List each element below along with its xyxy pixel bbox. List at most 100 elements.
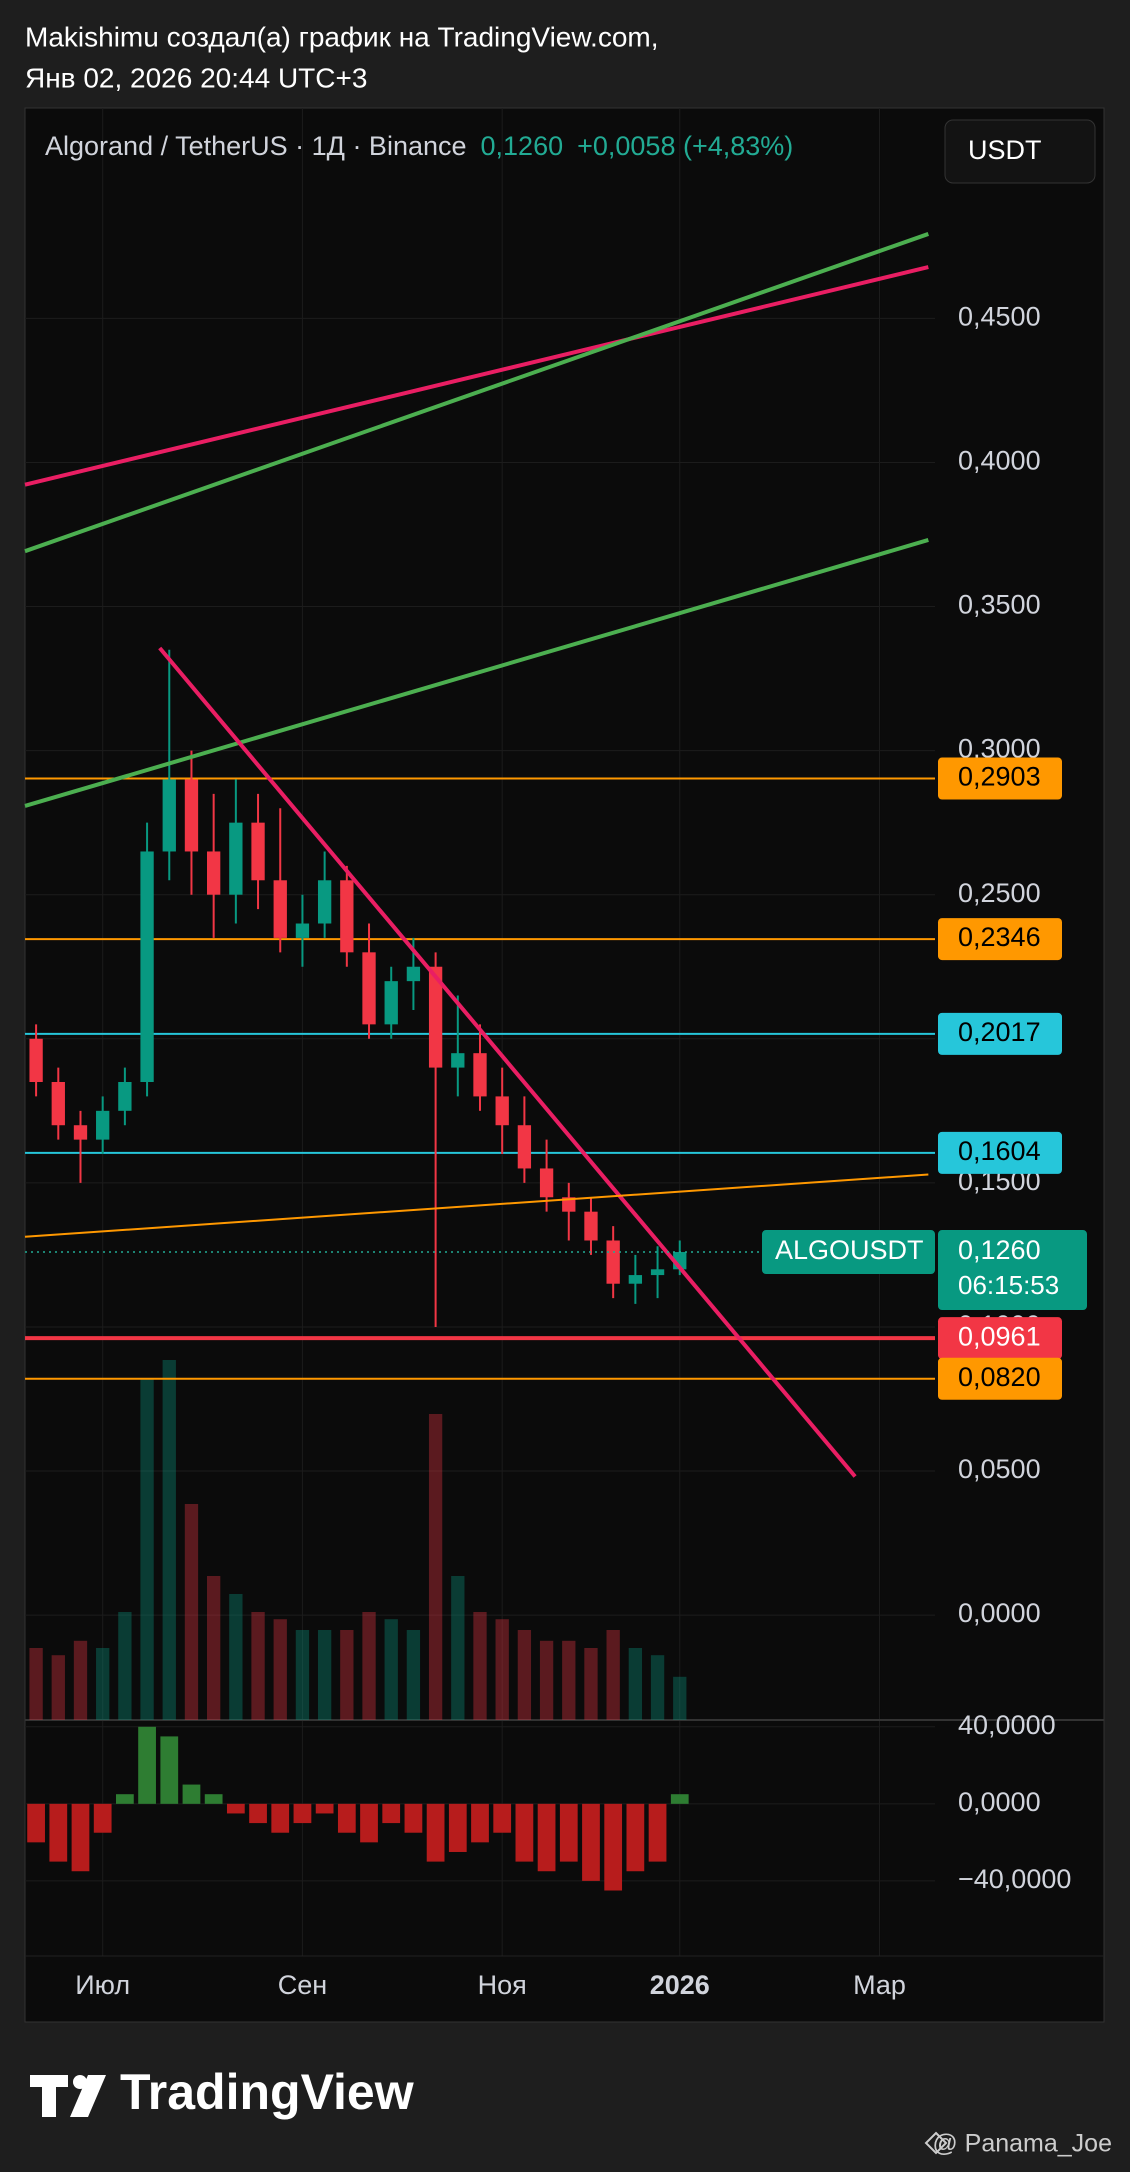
level-tag — [938, 918, 1062, 961]
oscillator-bar — [448, 1803, 467, 1852]
price-label: 0,1260 — [958, 1235, 1041, 1265]
oscillator-bar — [559, 1803, 578, 1862]
oscillator-bar — [116, 1794, 134, 1804]
author-icon — [924, 2131, 948, 2155]
volume-bar — [140, 1378, 154, 1720]
oscillator-bar — [670, 1794, 689, 1804]
candle-body — [362, 952, 376, 1025]
level-label: 0,0820 — [958, 1362, 1041, 1392]
oscillator-bar — [226, 1803, 245, 1814]
oscillator-bar — [27, 1803, 45, 1843]
candle-body — [628, 1275, 643, 1284]
volume-bar — [428, 1414, 443, 1720]
volume-bar — [251, 1612, 265, 1720]
y-tick-label: 0,2500 — [958, 878, 1041, 908]
header-line1: Makishimu создал(а) график на TradingVie… — [25, 21, 659, 52]
volume-bar — [451, 1576, 465, 1720]
y-tick-label: 40,0000 — [958, 1710, 1056, 1740]
candle-body — [51, 1082, 65, 1126]
y-tick-label: 0,0000 — [958, 1598, 1041, 1628]
oscillator-bar — [71, 1803, 90, 1872]
oscillator-bar — [604, 1803, 623, 1891]
level-tag — [938, 1317, 1062, 1360]
change: +0,0058 (+4,83%) — [577, 131, 793, 161]
currency-button[interactable] — [944, 119, 1096, 184]
volume-bar — [29, 1648, 43, 1720]
volume-bar — [362, 1612, 376, 1720]
volume-bar — [295, 1630, 310, 1720]
volume-bar — [96, 1648, 110, 1720]
y-tick-label: 0,0000 — [958, 1787, 1041, 1817]
author: @ Panama_Joe — [932, 2130, 1112, 2158]
x-tick-label: Мар — [853, 1970, 906, 2000]
volume-bar — [51, 1655, 65, 1720]
oscillator-bar — [515, 1803, 534, 1862]
symbol-label: ALGOUSDT — [775, 1235, 924, 1265]
trendline — [24, 538, 929, 808]
countdown: 06:15:53 — [958, 1270, 1059, 1300]
candle-body — [406, 966, 421, 982]
trendline — [24, 232, 930, 554]
candle-body — [207, 851, 221, 895]
oscillator-bar — [360, 1803, 378, 1843]
level-tag — [938, 757, 1062, 800]
trendline — [24, 1173, 929, 1238]
candle-body — [317, 880, 332, 924]
volume-bar — [73, 1640, 88, 1720]
symbol: Algorand / TetherUS · 1Д · Binance — [45, 131, 467, 161]
candle-body — [118, 1082, 132, 1111]
oscillator-bar — [626, 1803, 645, 1872]
volume-bar — [162, 1360, 176, 1720]
candle-body — [29, 1038, 43, 1083]
candle-body — [96, 1110, 110, 1140]
candle-body — [473, 1053, 487, 1097]
candle-body — [229, 822, 243, 895]
volume-bar — [650, 1655, 665, 1720]
y-tick-label: 0,0500 — [958, 1454, 1041, 1484]
brand: TradingView — [120, 2064, 414, 2120]
oscillator-bar — [493, 1803, 512, 1833]
oscillator-bar — [337, 1803, 356, 1833]
level-label: 0,2017 — [958, 1017, 1041, 1047]
x-tick-label: Июл — [75, 1970, 130, 2000]
oscillator-bar — [537, 1803, 556, 1872]
volume-bar — [273, 1619, 287, 1720]
candle-body — [650, 1269, 665, 1276]
volume-bar — [207, 1576, 221, 1720]
candle-body — [495, 1096, 509, 1126]
level-label: 0,2346 — [958, 922, 1041, 952]
level-tag — [938, 1131, 1062, 1174]
oscillator-bar — [138, 1726, 156, 1804]
last-price: 0,1260 — [481, 131, 564, 161]
level-tag — [938, 1357, 1062, 1400]
volume-bar — [340, 1630, 354, 1720]
volume-bar — [539, 1640, 554, 1720]
trendline — [158, 646, 857, 1478]
volume-bar — [473, 1612, 487, 1720]
oscillator-bar — [249, 1803, 267, 1824]
level-label: 0,0961 — [958, 1321, 1041, 1351]
candle-body — [539, 1168, 554, 1198]
volume-bar — [384, 1619, 398, 1720]
volume-bar — [184, 1504, 199, 1720]
currency[interactable]: USDT — [968, 135, 1042, 165]
y-tick-label: 0,3500 — [958, 590, 1041, 620]
candle-body — [606, 1240, 620, 1284]
header-line2: Янв 02, 2026 20:44 UTC+3 — [25, 62, 367, 93]
candle-body — [584, 1211, 598, 1241]
chart: ИюлСенНоя2026Мар0,00000,05000,10000,1500… — [24, 108, 1104, 2000]
oscillator-bar — [160, 1736, 179, 1804]
candle-body — [562, 1197, 576, 1212]
candle-body — [140, 851, 154, 1083]
oscillator-bar — [271, 1803, 290, 1833]
oscillator-bar — [426, 1803, 445, 1862]
oscillator-bar — [382, 1803, 401, 1824]
oscillator-bar — [471, 1803, 489, 1843]
volume-bar — [517, 1630, 532, 1720]
oscillator-bar — [49, 1803, 68, 1862]
level-label: 0,2903 — [958, 762, 1041, 792]
level-tag — [938, 1012, 1062, 1055]
logo-icon — [30, 2075, 106, 2117]
y-tick-label: 0,4500 — [958, 301, 1041, 331]
